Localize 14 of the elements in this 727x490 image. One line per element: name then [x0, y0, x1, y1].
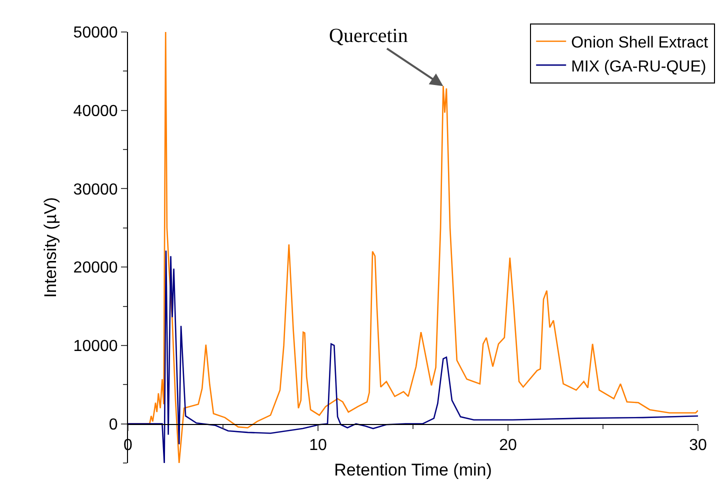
y-tick-label: 10000 — [73, 338, 118, 356]
x-tick-label: 30 — [689, 437, 707, 454]
y-axis-title: Intensity (µV) — [40, 197, 60, 298]
y-tick-label: 20000 — [73, 260, 118, 277]
y-tick-label: 30000 — [73, 181, 118, 198]
legend-label: Onion Shell Extract — [571, 34, 709, 52]
y-tick-label: 50000 — [73, 24, 118, 42]
x-tick-label: 10 — [309, 437, 327, 454]
x-axis-title: Retention Time (min) — [334, 460, 492, 480]
legend-label: MIX (GA-RU-QUE) — [571, 58, 706, 76]
x-tick-label: 20 — [499, 437, 517, 454]
annotation: Quercetin — [329, 25, 408, 47]
y-tick-label: 0 — [108, 416, 118, 434]
y-tick-label: 40000 — [73, 102, 118, 120]
